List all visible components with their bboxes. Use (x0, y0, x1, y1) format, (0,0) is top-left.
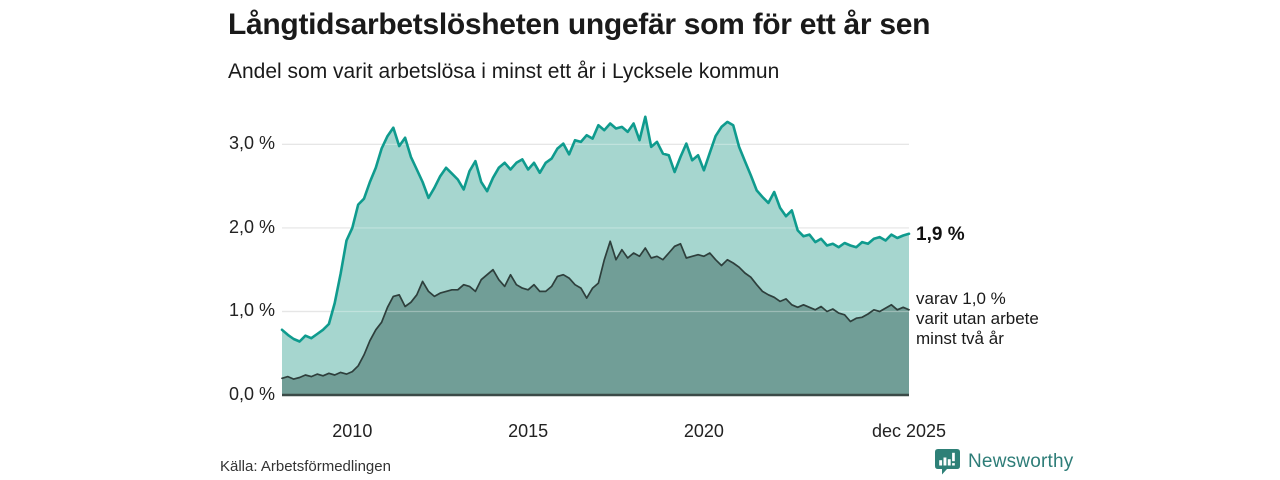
brand-name: Newsworthy (968, 451, 1074, 472)
source-note: Källa: Arbetsförmedlingen (220, 458, 391, 475)
y-axis-tick: 1,0 % (228, 300, 275, 321)
line-series-1 (281, 240, 910, 380)
y-axis-tick: 3,0 % (228, 133, 275, 154)
line-series-0 (280, 115, 911, 343)
newsworthy-logo-icon (935, 449, 960, 475)
x-axis-tick: 2015 (508, 421, 549, 441)
y-axis-tick: 0,0 % (228, 384, 275, 404)
series-end-value-label: 1,9 % (916, 224, 965, 245)
y-axis-tick: 2,0 % (228, 216, 275, 237)
subset-annotation: varav 1,0 % varit utan arbete minst två … (916, 289, 1039, 349)
chart-subtitle: Andel som varit arbetslösa i minst ett å… (228, 60, 780, 83)
page-title: Långtidsarbetslösheten ungefär som för e… (228, 8, 931, 41)
x-axis-tick: dec 2025 (871, 421, 947, 441)
x-axis-tick: 2010 (332, 421, 373, 441)
brand-logo: Newsworthy (934, 448, 1073, 476)
x-axis-tick: 2020 (683, 421, 724, 441)
